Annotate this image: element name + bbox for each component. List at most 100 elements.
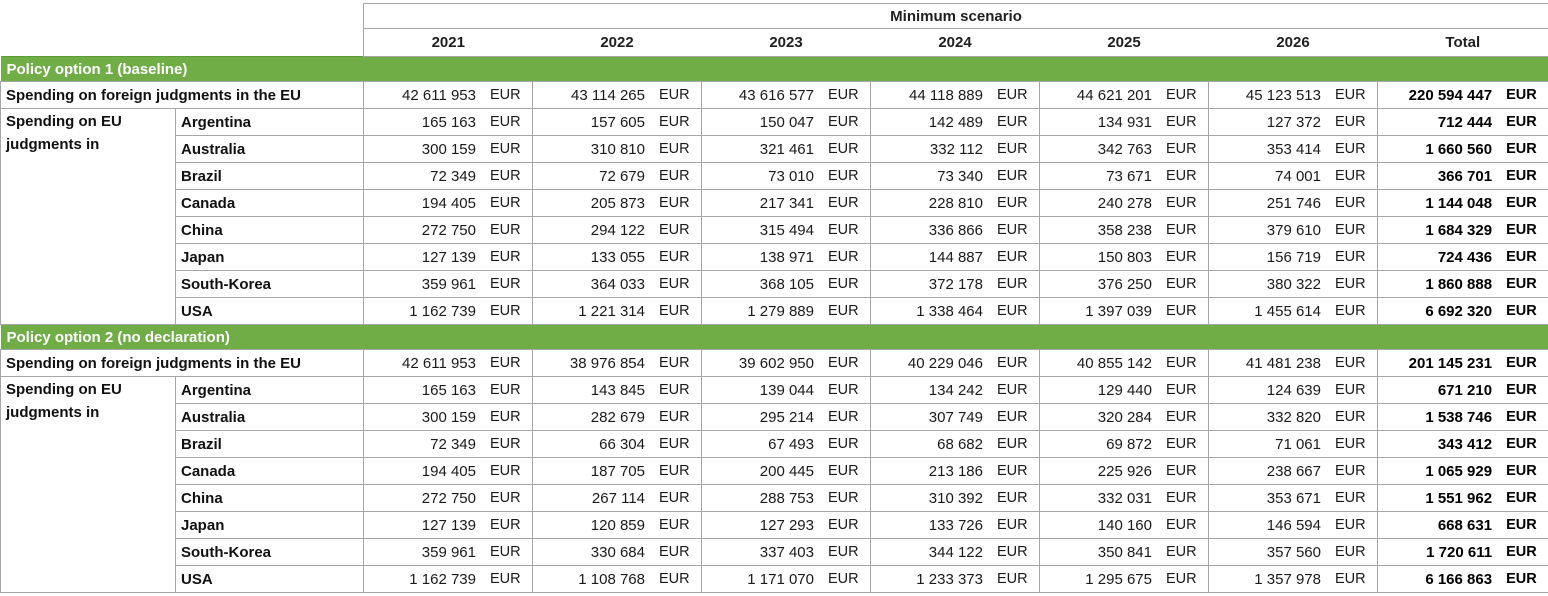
value-cell-content: 357 560 EUR: [1215, 544, 1369, 561]
value-text: 332 031: [1097, 489, 1152, 507]
value-cell-content: 330 684 EUR: [539, 544, 693, 561]
currency-label: EUR: [828, 517, 859, 533]
value-cell-content: 194 405 EUR: [370, 195, 524, 212]
value-text: 238 667: [1266, 462, 1321, 480]
value-cell-content: 307 749 EUR: [877, 409, 1031, 426]
value-cell: 40 855 142 EUR: [1039, 349, 1209, 377]
value-cell: 320 284 EUR: [1039, 403, 1209, 431]
value-cell: 157 605 EUR: [532, 108, 702, 136]
value-text: 69 872: [1106, 435, 1152, 453]
currency-label: EUR: [997, 114, 1028, 130]
value-cell-content: 1 357 978 EUR: [1215, 571, 1369, 588]
value-cell: 66 304 EUR: [532, 430, 702, 458]
value-cell: 129 440 EUR: [1039, 376, 1209, 404]
value-cell: 68 682 EUR: [870, 430, 1040, 458]
value-cell-content: 228 810 EUR: [877, 195, 1031, 212]
currency-label: EUR: [1166, 571, 1197, 587]
currency-label: EUR: [1506, 276, 1537, 292]
value-cell-content: 6 166 863 EUR: [1384, 571, 1540, 588]
currency-label: EUR: [828, 303, 859, 319]
currency-label: EUR: [490, 571, 521, 587]
value-text: 165 163: [421, 381, 476, 399]
value-cell-content: 120 859 EUR: [539, 517, 693, 534]
value-text: 267 114: [591, 489, 645, 507]
value-cell-content: 310 810 EUR: [539, 141, 693, 158]
value-cell: 228 810 EUR: [870, 189, 1040, 217]
currency-label: EUR: [659, 249, 690, 265]
value-cell-content: 127 139 EUR: [370, 249, 524, 266]
value-cell-content: 267 114 EUR: [539, 490, 693, 507]
country-row: Spending on EU judgments in Argentina 165 …: [0, 376, 1548, 593]
value-text: 357 560: [1266, 543, 1321, 561]
value-text: 40 855 142: [1076, 354, 1152, 372]
value-cell-content: 251 746 EUR: [1215, 195, 1369, 212]
value-text: 251 746: [1266, 194, 1321, 212]
total-value-cell: 6 692 320 EUR: [1376, 297, 1548, 325]
value-cell-content: 359 961 EUR: [370, 544, 524, 561]
currency-label: EUR: [490, 168, 521, 184]
value-cell-content: 712 444 EUR: [1384, 114, 1540, 131]
value-text: 1 108 768: [578, 570, 645, 588]
value-cell-content: 157 605 EUR: [539, 114, 693, 131]
value-cell-content: 1 295 675 EUR: [1046, 571, 1200, 588]
value-cell: 350 841 EUR: [1039, 538, 1209, 566]
currency-label: EUR: [997, 276, 1028, 292]
value-text: 133 055: [590, 248, 645, 266]
value-cell: 43 114 265 EUR: [532, 81, 702, 109]
scenario-header-row: Minimum scenario: [1, 3, 1548, 29]
total-value-cell: 1 720 611 EUR: [1376, 538, 1548, 566]
value-cell-content: 205 873 EUR: [539, 195, 693, 212]
currency-label: EUR: [1166, 141, 1197, 157]
country-label: Argentina: [175, 376, 364, 404]
country-label: Japan: [175, 511, 364, 539]
value-cell-content: 129 440 EUR: [1046, 382, 1200, 399]
value-text: 194 405: [421, 462, 476, 480]
currency-label: EUR: [1506, 382, 1537, 398]
value-cell: 156 719 EUR: [1208, 243, 1378, 271]
total-value-cell: 1 065 929 EUR: [1376, 457, 1548, 485]
value-cell-content: 127 293 EUR: [708, 517, 862, 534]
currency-label: EUR: [1506, 355, 1537, 371]
value-cell-content: 368 105 EUR: [708, 276, 862, 293]
value-cell-content: 201 145 231 EUR: [1384, 355, 1540, 372]
currency-label: EUR: [1335, 355, 1366, 371]
value-cell-content: 295 214 EUR: [708, 409, 862, 426]
value-cell-content: 127 139 EUR: [370, 517, 524, 534]
value-cell: 205 873 EUR: [532, 189, 702, 217]
value-text: 1 279 889: [747, 302, 814, 320]
currency-label: EUR: [828, 382, 859, 398]
value-text: 38 976 854: [569, 354, 645, 372]
value-cell: 38 976 854 EUR: [532, 349, 702, 377]
value-text: 129 440: [1097, 381, 1152, 399]
currency-label: EUR: [1335, 195, 1366, 211]
currency-label: EUR: [997, 571, 1028, 587]
value-cell-content: 44 118 889 EUR: [877, 87, 1031, 104]
value-cell-content: 150 047 EUR: [708, 114, 862, 131]
country-row: Australia 300 159 EUR 310 810 EUR 321 461 EUR 3…: [1, 135, 1548, 163]
value-cell-content: 364 033 EUR: [539, 276, 693, 293]
value-text: 72 349: [430, 167, 476, 185]
section-header-row: Policy option 2 (no declaration): [0, 324, 1548, 350]
value-cell-content: 69 872 EUR: [1046, 436, 1200, 453]
total-value-cell: 201 145 231 EUR: [1376, 349, 1548, 377]
scenario-title: Minimum scenario: [362, 3, 1548, 29]
value-text: 336 866: [928, 221, 983, 239]
value-cell-content: 140 160 EUR: [1046, 517, 1200, 534]
currency-label: EUR: [659, 276, 690, 292]
value-cell: 1 162 739 EUR: [363, 297, 533, 325]
value-text: 127 372: [1266, 113, 1321, 131]
value-text: 359 961: [421, 543, 476, 561]
value-text: 140 160: [1097, 516, 1152, 534]
value-cell-content: 124 639 EUR: [1215, 382, 1369, 399]
country-row: Japan 127 139 EUR 120 859 EUR 127 293 EUR 133 7…: [1, 511, 1548, 539]
country-row: Canada 194 405 EUR 187 705 EUR 200 445 EUR 213 …: [1, 457, 1548, 485]
country-row: China 272 750 EUR 294 122 EUR 315 494 EUR 336 8…: [1, 216, 1548, 244]
value-cell: 336 866 EUR: [870, 216, 1040, 244]
country-label: Canada: [175, 189, 364, 217]
value-cell: 332 820 EUR: [1208, 403, 1378, 431]
year-header-2021: 2021: [363, 28, 533, 57]
value-text: 372 178: [928, 275, 983, 293]
value-cell: 127 139 EUR: [363, 243, 533, 271]
currency-label: EUR: [659, 571, 690, 587]
total-value-cell: 668 631 EUR: [1376, 511, 1548, 539]
